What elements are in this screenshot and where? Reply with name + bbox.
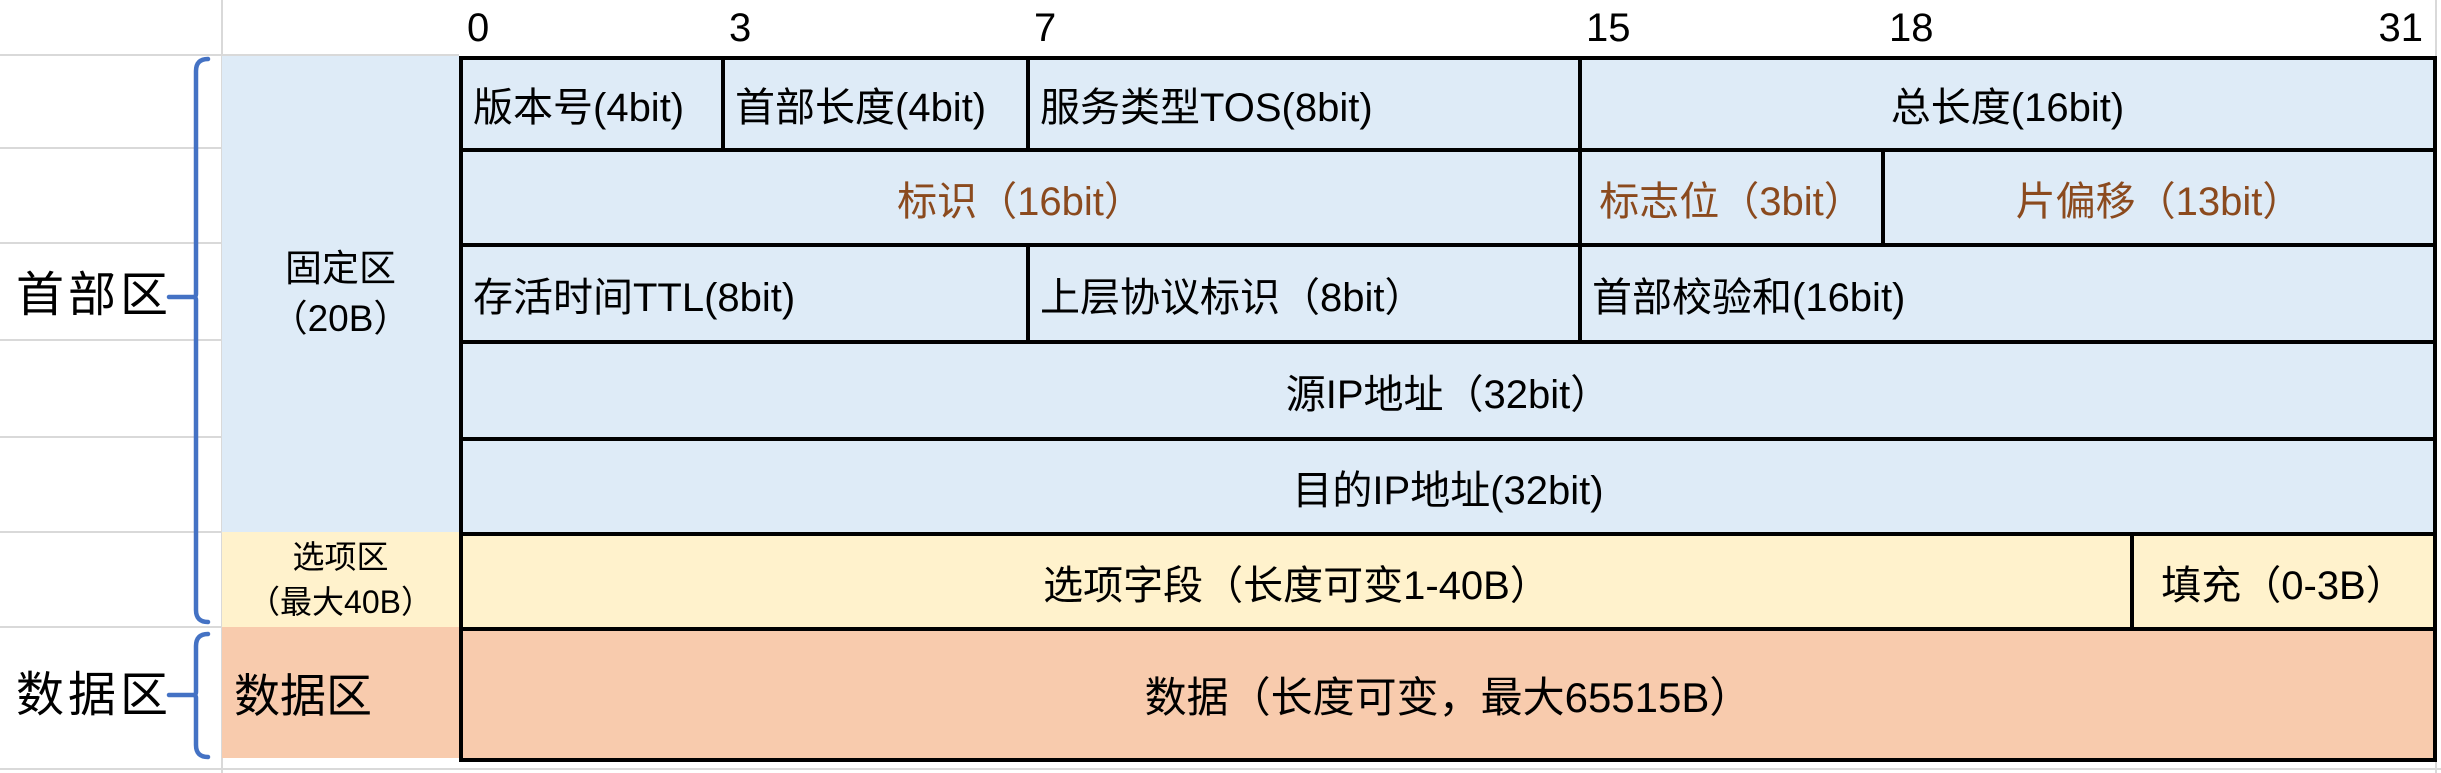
field-header-length-cell: 首部长度(4bit) [725, 60, 1030, 152]
gridline-h [0, 54, 459, 56]
header-area-brace [166, 56, 211, 625]
options-region-label-line1: 选项区 [292, 538, 389, 575]
options-region-label-line2: （最大40B） [248, 583, 433, 620]
gridline-h [0, 436, 222, 438]
fixed-region-cell: 固定区 （20B） [222, 56, 459, 532]
field-flags-cell: 标志位（3bit） [1582, 152, 1885, 247]
data-area-label: 数据区 [16, 669, 173, 722]
field-options-cell: 选项字段（长度可变1-40B） [463, 536, 2134, 631]
field-padding-cell: 填充（0-3B） [2134, 536, 2437, 631]
field-identification-cell: 标识（16bit） [463, 152, 1582, 247]
field-tos-cell: 服务类型TOS(8bit) [1030, 60, 1582, 152]
gridline-h [0, 339, 222, 341]
field-total-length-cell: 总长度(16bit) [1582, 60, 2437, 152]
data-region-label: 数据区 [234, 669, 372, 722]
gridline-h [0, 147, 222, 149]
fixed-region-label-line1: 固定区 [285, 248, 396, 290]
bit-tick-15: 15 [1586, 6, 1631, 50]
field-header-checksum-cell: 首部校验和(16bit) [1582, 247, 2437, 344]
field-data-cell: 数据（长度可变，最大65515B） [463, 631, 2437, 762]
bit-tick-31: 31 [2378, 6, 2424, 50]
field-ttl-cell: 存活时间TTL(8bit) [463, 247, 1030, 344]
gridline-h [0, 768, 2441, 770]
gridline-h [0, 242, 222, 244]
gridline-h [0, 626, 222, 628]
data-area-brace [166, 631, 211, 760]
options-region-cell: 选项区 （最大40B） [222, 532, 459, 627]
data-region-cell: 数据区 [222, 627, 459, 758]
bit-tick-3: 3 [729, 6, 752, 50]
field-protocol-cell: 上层协议标识（8bit） [1030, 247, 1582, 344]
field-source-ip-cell: 源IP地址（32bit） [463, 344, 2437, 441]
field-dest-ip-cell: 目的IP地址(32bit) [463, 441, 2437, 536]
field-version-cell: 版本号(4bit) [463, 60, 725, 152]
header-area-label: 首部区 [16, 269, 173, 322]
gridline-h [0, 531, 222, 533]
field-fragment-offset-cell: 片偏移（13bit） [1885, 152, 2437, 247]
bit-tick-7: 7 [1034, 6, 1057, 50]
bit-tick-18: 18 [1889, 6, 1934, 50]
ipv4-field-table: 版本号(4bit) 首部长度(4bit) 服务类型TOS(8bit) 总长度(1… [459, 56, 2437, 762]
fixed-region-label-line2: （20B） [270, 298, 411, 339]
bit-tick-0: 0 [467, 6, 490, 50]
